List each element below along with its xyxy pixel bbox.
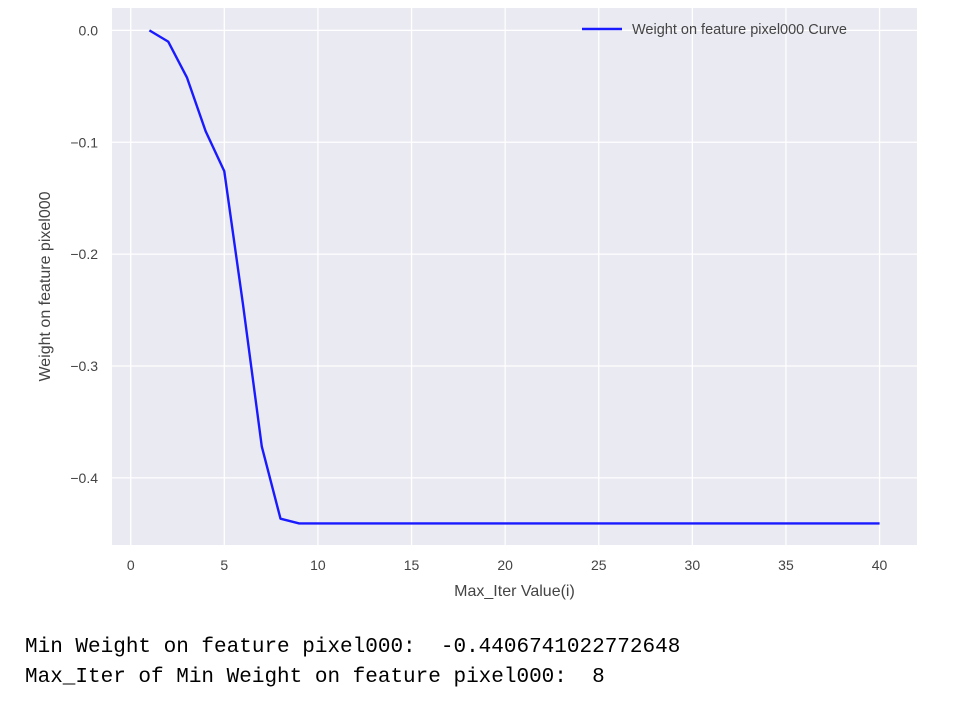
x-tick-label: 35 (778, 557, 794, 573)
legend-label: Weight on feature pixel000 Curve (632, 22, 847, 38)
grid (112, 8, 917, 545)
max-iter-output: Max_Iter of Min Weight on feature pixel0… (25, 666, 605, 689)
x-tick-label: 10 (310, 557, 326, 573)
y-tick-label: 0.0 (79, 22, 99, 38)
x-tick-label: 0 (127, 557, 135, 573)
x-tick-label: 20 (497, 557, 513, 573)
min-weight-output: Min Weight on feature pixel000: -0.44067… (25, 636, 681, 659)
x-tick-label: 40 (872, 557, 888, 573)
x-axis-label: Max_Iter Value(i) (454, 583, 575, 600)
legend: Weight on feature pixel000 Curve (582, 22, 847, 38)
y-axis-label: Weight on feature pixel000 (37, 191, 54, 381)
y-tick-label: −0.3 (70, 358, 98, 374)
y-tick-label: −0.2 (70, 246, 98, 262)
chart: 0 5 10 15 20 25 30 35 40 0.0 −0.1 −0.2 −0.3 −0.4 Max_… (37, 8, 917, 600)
tick-labels: 0 5 10 15 20 25 30 35 40 0.0 −0.1 −0.2 −0.3 −0.4 (70, 22, 887, 573)
y-tick-label: −0.1 (70, 134, 98, 150)
x-tick-label: 5 (220, 557, 228, 573)
x-tick-label: 15 (404, 557, 420, 573)
plot-area (112, 8, 917, 545)
y-tick-label: −0.4 (70, 470, 98, 486)
x-tick-label: 25 (591, 557, 607, 573)
x-tick-label: 30 (685, 557, 701, 573)
series (148, 29, 880, 525)
series-line (148, 29, 880, 525)
